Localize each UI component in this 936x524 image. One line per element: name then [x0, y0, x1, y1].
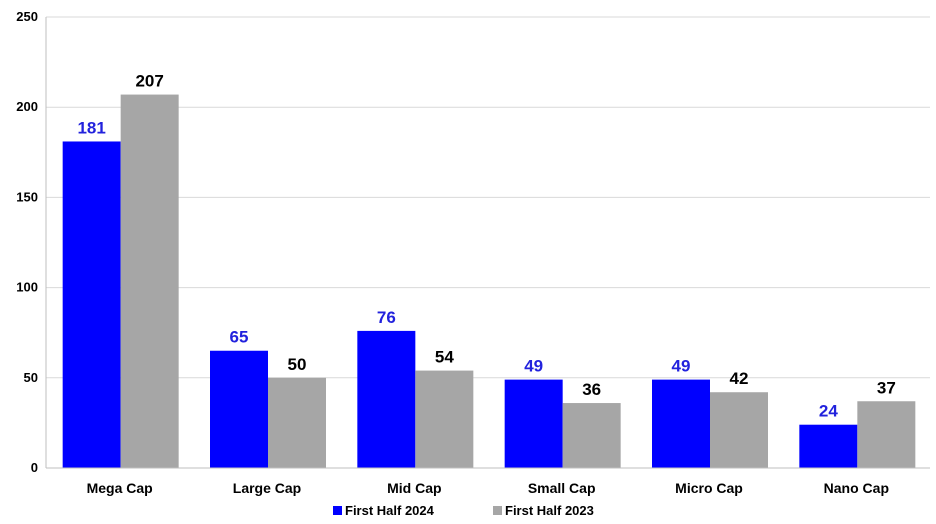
data-label: 36: [582, 380, 601, 399]
bar-first-half-2023: [857, 401, 916, 468]
y-tick-label: 100: [16, 280, 38, 295]
data-label: 207: [135, 72, 163, 91]
x-axis: Mega Cap Large Cap Mid Cap Small Cap Micro C…: [46, 467, 930, 496]
y-tick-label: 150: [16, 189, 38, 204]
x-tick-label: Micro Cap: [675, 480, 743, 496]
data-label: 54: [435, 348, 454, 367]
data-label: 42: [730, 369, 749, 388]
data-label: 65: [230, 328, 249, 347]
legend-swatch: [333, 506, 342, 515]
data-label: 49: [672, 357, 691, 376]
y-tick-label: 50: [24, 370, 38, 385]
bar-first-half-2024: [210, 350, 268, 468]
data-label: 37: [877, 378, 896, 397]
bar-first-half-2023: [120, 94, 179, 469]
bar-first-half-2024: [652, 379, 710, 468]
bar-first-half-2024: [504, 379, 563, 468]
bar-first-half-2024: [357, 330, 416, 468]
data-label: 50: [288, 355, 307, 374]
x-tick-label: Mega Cap: [87, 480, 153, 496]
bars: [62, 94, 916, 469]
gridlines: [46, 16, 930, 379]
legend-label: First Half 2023: [505, 503, 594, 518]
y-tick-label: 0: [31, 460, 38, 475]
data-label: 49: [524, 357, 543, 376]
data-labels: 181 207 65 50 76 54 49 36 49 42 24 37: [77, 72, 895, 421]
data-label: 76: [377, 308, 396, 327]
bar-first-half-2024: [799, 424, 858, 468]
legend-swatch: [493, 506, 502, 515]
bar-first-half-2023: [562, 403, 621, 468]
bar-first-half-2023: [415, 370, 474, 468]
bar-first-half-2023: [268, 377, 326, 468]
legend-label: First Half 2024: [345, 503, 435, 518]
x-tick-label: Large Cap: [233, 480, 301, 496]
x-tick-label: Mid Cap: [387, 480, 441, 496]
bar-first-half-2023: [710, 392, 768, 468]
bar-first-half-2024: [62, 141, 121, 468]
x-tick-label: Nano Cap: [824, 480, 889, 496]
y-tick-label: 200: [16, 99, 38, 114]
legend: First Half 2024 First Half 2023: [333, 503, 594, 518]
data-label: 24: [819, 402, 838, 421]
y-axis: 0 50 100 150 200 250: [16, 9, 47, 475]
y-tick-label: 250: [16, 9, 38, 24]
data-label: 181: [77, 118, 105, 137]
x-tick-label: Small Cap: [528, 480, 596, 496]
